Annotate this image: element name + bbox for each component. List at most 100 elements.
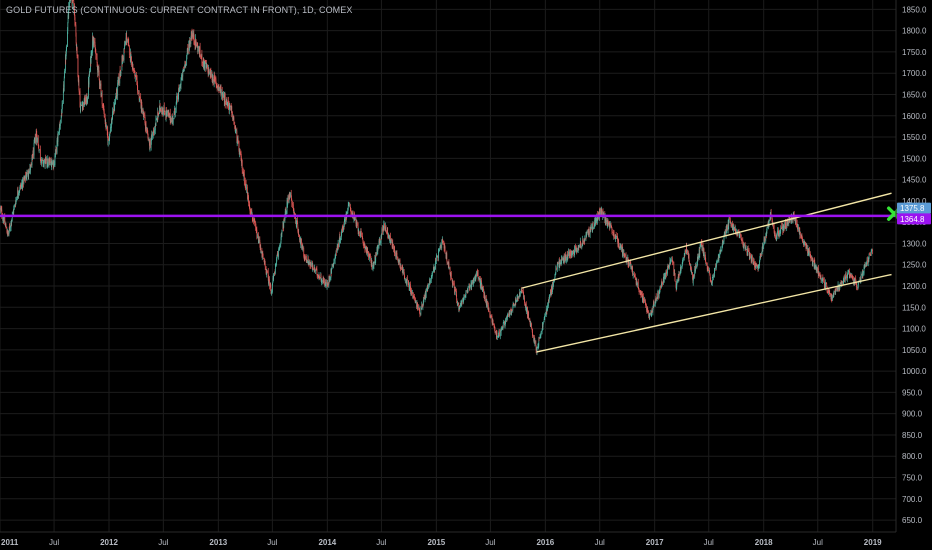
candle-body [258,239,260,243]
candle-body [148,139,150,145]
candle-body [423,299,424,304]
candle-body [688,254,690,262]
y-tick-label: 750.0 [902,474,923,483]
candle-body [716,263,717,267]
candle-body [151,134,153,138]
candle-body [22,178,24,189]
candle-body [391,240,393,243]
candle-body [607,220,609,223]
candle-body [808,250,810,253]
candle-body [747,247,748,255]
candle-body [584,238,586,241]
candle-body [609,224,611,226]
candle-body [220,92,222,96]
candle-body [551,288,552,293]
candle-body [223,94,225,102]
candle-body [32,158,33,160]
candle-body [653,305,655,307]
candle-body [780,226,782,229]
candle-body [143,114,145,116]
candle-body [853,279,855,283]
candle-body [565,259,567,261]
candle-body [41,159,42,163]
candle-body [72,0,74,1]
candle-body [773,225,775,233]
candle-body [265,267,267,274]
candle-body [394,253,396,255]
candle-body [693,274,695,277]
candle-body [724,232,726,235]
candle-body [74,17,76,26]
candle-body [112,111,113,118]
candle-body [341,234,342,238]
candle-body [180,80,182,85]
candle-body [312,268,314,270]
price-tag-label: 1364.8 [900,215,925,224]
candle-body [66,46,67,50]
candle-body [832,296,834,299]
candle-body [133,68,134,71]
candle-body [128,42,130,44]
candle-body [545,314,546,316]
candle-body [228,101,229,106]
candle-body [373,262,375,266]
candle-body [172,118,174,123]
candle-body [284,211,286,217]
candle-body [804,243,805,245]
candle-body [174,110,176,114]
candle-body [122,57,124,59]
candle-body [26,173,28,178]
candle-body [344,217,346,221]
candle-body [363,242,364,246]
candle-body [9,227,11,229]
candle-body [846,275,847,279]
candle-body [277,253,279,257]
candle-body [871,250,872,252]
candle-body [722,242,724,245]
candle-body [486,301,488,307]
candle-body [28,173,30,177]
candle-body [477,272,479,278]
x-tick-label: 2015 [427,538,445,547]
candle-body [395,253,397,258]
candle-body [85,97,86,105]
candle-body [409,285,410,291]
candle-body [484,294,486,299]
candle-body [207,66,209,70]
candle-body [234,125,236,129]
candle-body [790,217,792,223]
candle-body [509,312,511,316]
candle-body [435,260,436,270]
candle-body [298,230,300,236]
price-tag-bg [897,213,931,225]
candle-body [376,248,378,256]
candle-body [59,125,60,133]
candle-body [467,287,469,293]
candle-body [256,229,258,238]
candle-body [68,6,70,18]
candle-body [275,265,276,273]
candle-body [542,324,544,328]
candle-body [557,262,559,264]
candle-body [335,250,337,253]
candle-body [835,288,837,289]
candle-body [494,331,496,333]
candle-body [655,296,657,301]
candle-body [81,105,83,107]
candle-body [802,238,803,242]
candle-body [771,214,773,221]
candle-body [177,95,178,100]
candle-body [622,250,624,255]
candle-body [392,242,394,247]
candle-body [713,276,714,278]
candle-body [186,54,188,56]
candle-body [325,282,327,284]
candle-body [139,98,140,101]
candle-body [436,257,437,261]
candle-body [417,307,419,309]
candle-body [651,310,653,312]
candle-body [123,48,125,61]
candle-body [696,264,698,268]
candle-body [686,244,687,251]
